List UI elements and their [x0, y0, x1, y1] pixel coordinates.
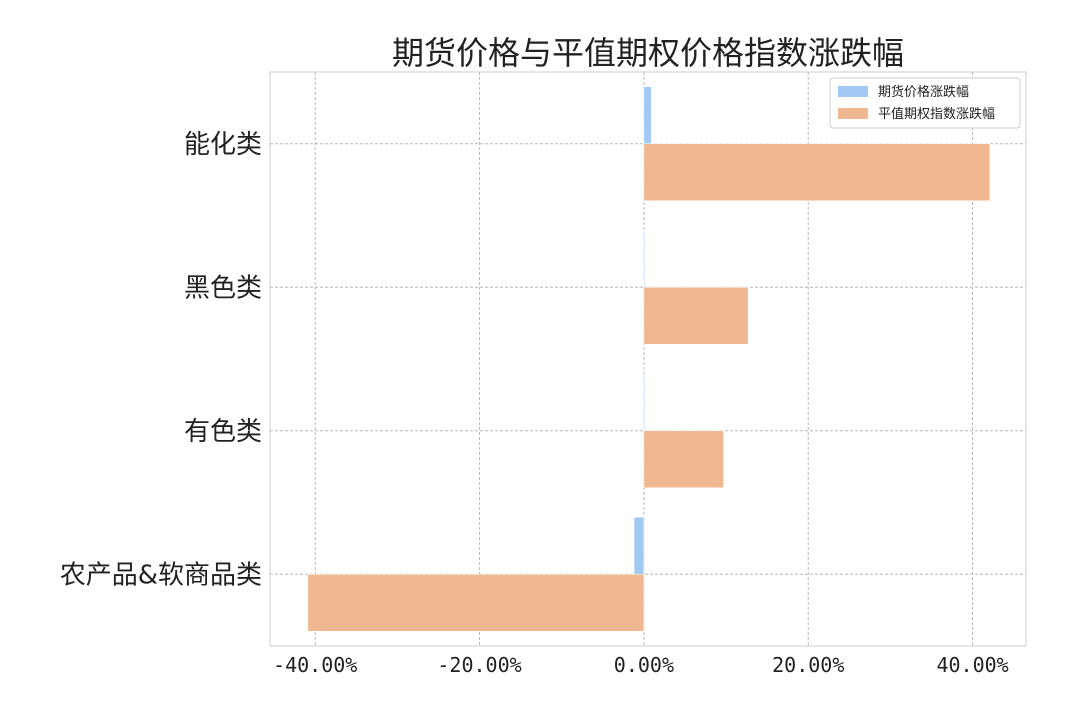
bars	[307, 86, 991, 632]
bar-futures-1	[643, 230, 645, 288]
legend-box	[829, 77, 1021, 129]
y-tick-label: 能化类	[184, 130, 262, 160]
chart-title: 期货价格与平值期权价格指数涨跌幅	[392, 34, 904, 72]
y-tick-label: 有色类	[184, 417, 262, 447]
x-tick-label: 40.00%	[936, 653, 1008, 677]
legend-label-options: 平值期权指数涨跌幅	[878, 106, 995, 122]
legend: 期货价格涨跌幅 平值期权指数涨跌幅	[829, 77, 1021, 129]
legend-swatch-futures	[838, 86, 868, 97]
x-tick-label: -40.00%	[273, 653, 357, 677]
x-tick-label: -20.00%	[437, 653, 521, 677]
x-tick-label: 0.00%	[614, 653, 674, 677]
bar-options-1	[643, 287, 749, 345]
plot-area	[269, 71, 1027, 647]
bar-futures-3	[633, 517, 645, 575]
bar-options-3	[307, 574, 645, 632]
legend-label-futures: 期货价格涨跌幅	[878, 84, 969, 100]
y-tick-label: 农产品&软商品类	[60, 560, 262, 590]
x-axis-tick-labels: -40.00% -20.00% 0.00% 20.00% 40.00%	[273, 653, 1009, 677]
y-tick-label: 黑色类	[184, 273, 262, 303]
legend-swatch-options	[838, 108, 868, 119]
bar-options-0	[643, 143, 991, 201]
bar-futures-2	[643, 373, 645, 431]
bar-futures-0	[643, 86, 652, 144]
x-tick-label: 20.00%	[772, 653, 844, 677]
bar-options-2	[643, 430, 724, 488]
